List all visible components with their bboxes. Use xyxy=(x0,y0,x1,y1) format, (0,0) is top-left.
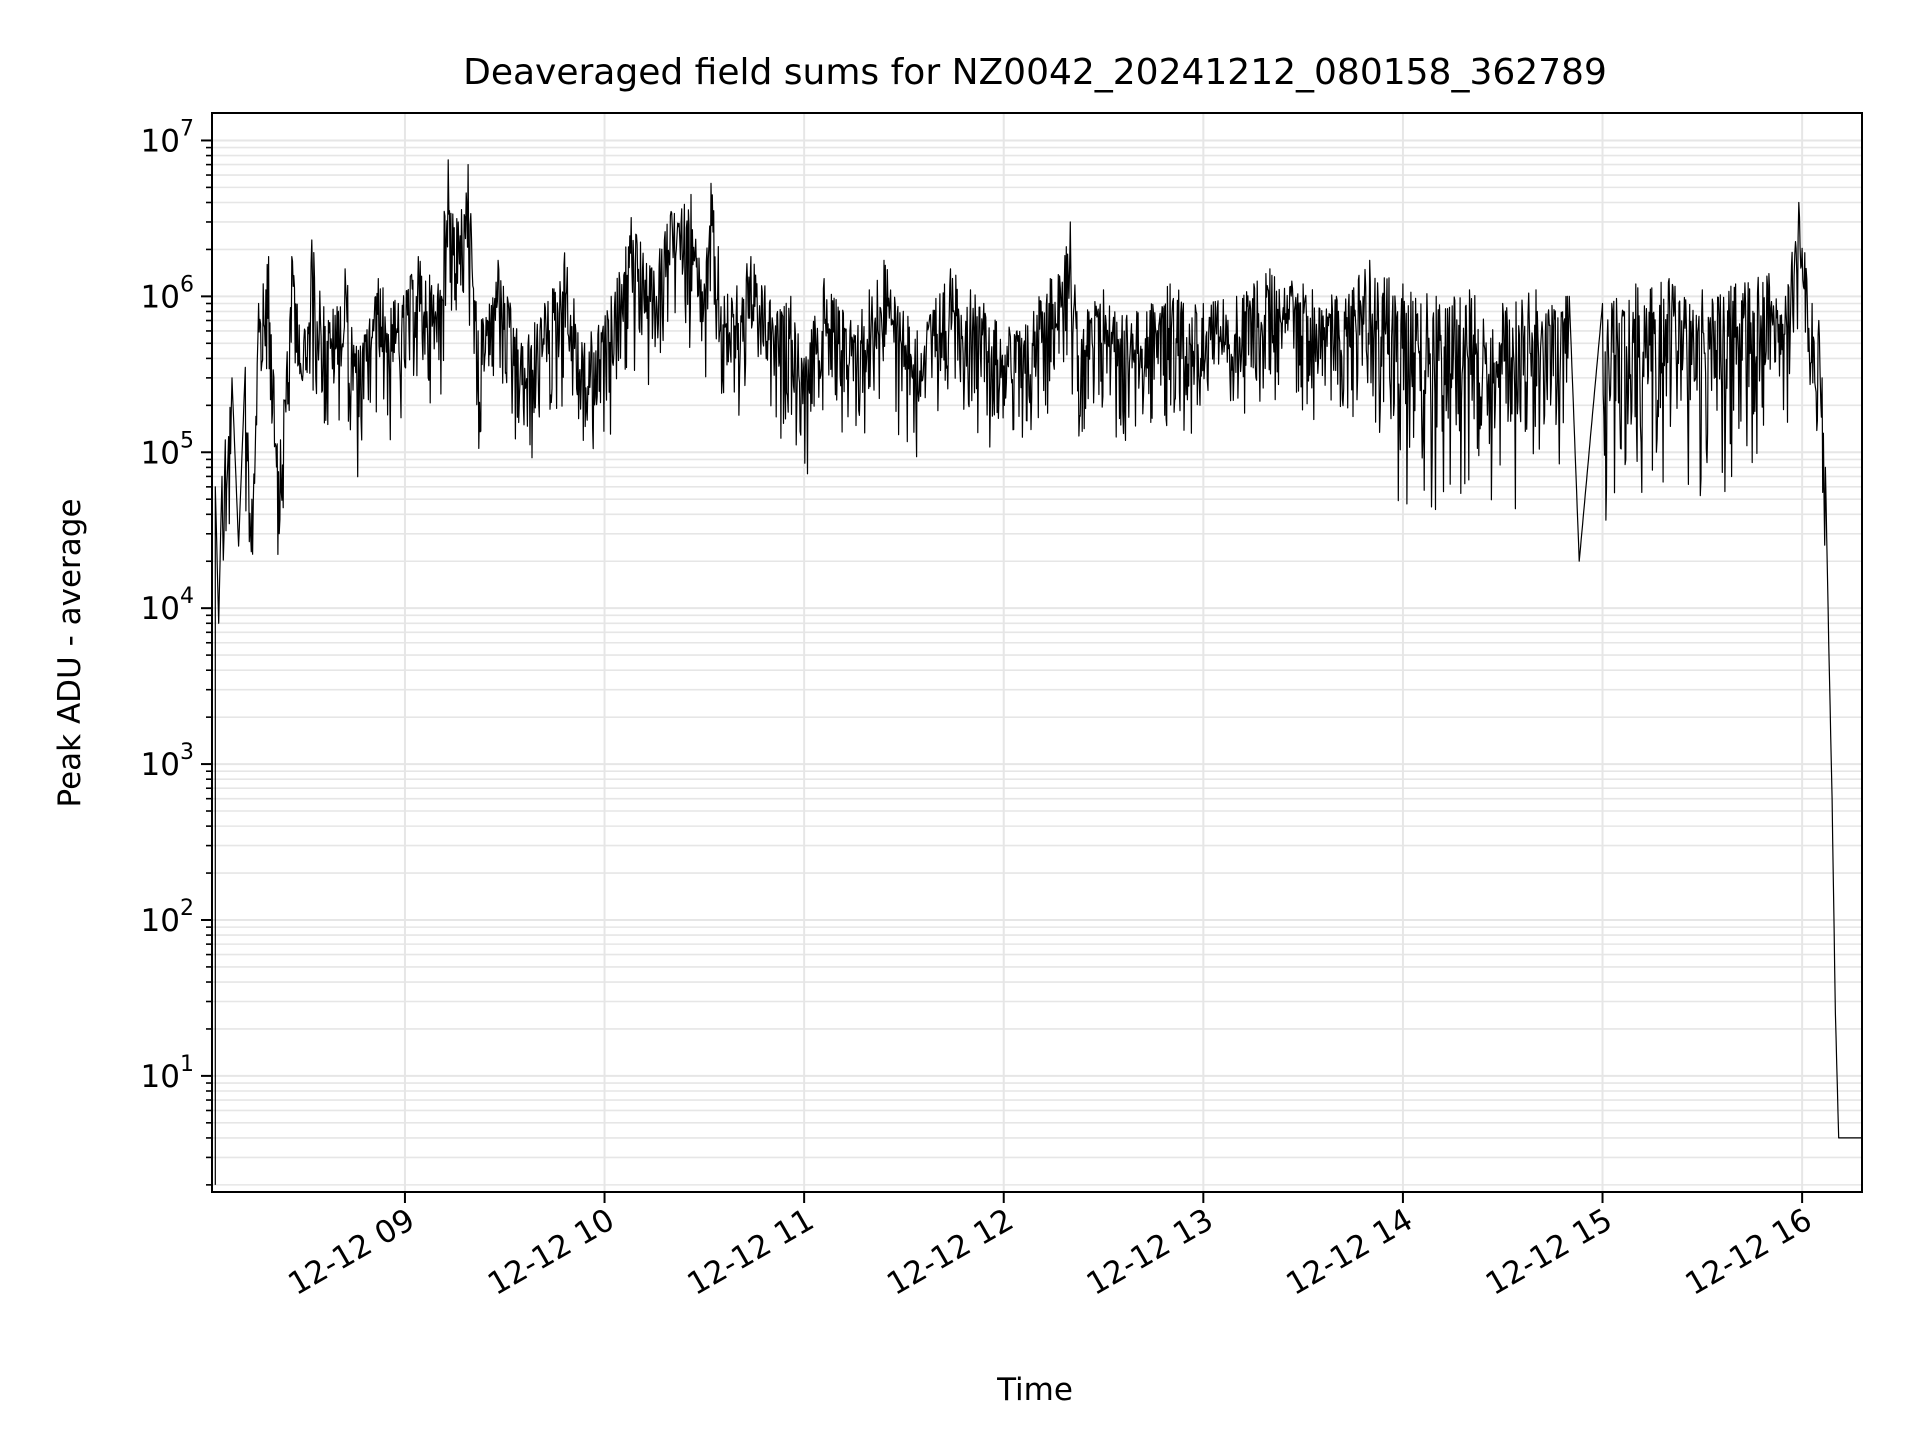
x-axis-label: Time xyxy=(996,1372,1073,1408)
y-tick-label: 107 xyxy=(141,116,194,159)
y-tick-label: 104 xyxy=(141,584,194,627)
y-tick-label: 102 xyxy=(141,896,194,939)
y-axis-label: Peak ADU - average xyxy=(52,498,88,807)
y-tick-label: 105 xyxy=(141,428,194,471)
series-layer xyxy=(214,159,1862,1185)
y-tick-label: 103 xyxy=(141,740,194,783)
y-tick-label: 106 xyxy=(141,272,194,315)
series-line xyxy=(214,159,1862,1185)
grid-lines xyxy=(212,113,1862,1192)
plot-area-frame xyxy=(211,112,1863,1193)
chart-title: Deaveraged field sums for NZ0042_2024121… xyxy=(463,52,1607,93)
y-tick-label: 101 xyxy=(141,1052,194,1095)
